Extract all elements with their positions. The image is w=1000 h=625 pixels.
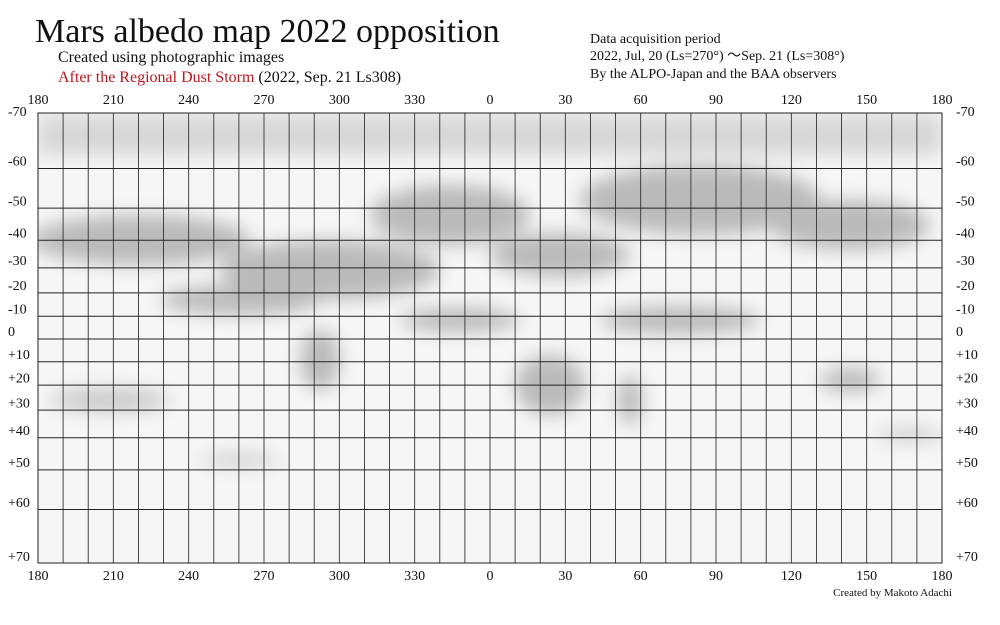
longitude-label-top: 150 (856, 93, 877, 108)
longitude-label-top: 300 (329, 93, 350, 108)
latitude-label-left: +70 (8, 550, 30, 565)
longitude-label-bottom: 0 (487, 569, 494, 584)
latitude-label-left: -40 (8, 226, 27, 241)
latitude-label-right: +30 (956, 396, 978, 411)
map-border (37, 112, 943, 564)
title: Mars albedo map 2022 opposition (35, 13, 500, 50)
latitude-label-right: -50 (956, 194, 975, 209)
credit: Created by Makoto Adachi (833, 587, 952, 599)
longitude-label-top: 270 (254, 93, 275, 108)
latitude-label-left: +50 (8, 456, 30, 471)
longitude-label-bottom: 30 (558, 569, 572, 584)
longitude-label-bottom: 90 (709, 569, 723, 584)
longitude-label-bottom: 180 (28, 569, 49, 584)
longitude-label-bottom: 120 (781, 569, 802, 584)
longitude-label-bottom: 210 (103, 569, 124, 584)
latitude-label-right: -40 (956, 226, 975, 241)
latitude-label-left: +30 (8, 396, 30, 411)
longitude-label-bottom: 150 (856, 569, 877, 584)
latitude-label-left: -50 (8, 194, 27, 209)
longitude-label-top: 120 (781, 93, 802, 108)
longitude-label-bottom: 240 (178, 569, 199, 584)
latitude-label-right: -70 (956, 105, 975, 120)
longitude-label-bottom: 270 (254, 569, 275, 584)
latitude-label-left: +20 (8, 371, 30, 386)
latitude-label-right: 0 (956, 325, 963, 340)
longitude-label-top: 240 (178, 93, 199, 108)
latitude-label-left: -30 (8, 254, 27, 269)
longitude-label-top: 90 (709, 93, 723, 108)
subtitle: Created using photographic images (58, 49, 284, 66)
storm-date: (2022, Sep. 21 Ls308) (258, 69, 401, 86)
longitude-label-bottom: 300 (329, 569, 350, 584)
latitude-label-right: -20 (956, 279, 975, 294)
storm-note: After the Regional Dust Storm (58, 69, 255, 86)
latitude-label-left: -70 (8, 105, 27, 120)
latitude-label-right: +20 (956, 371, 978, 386)
latitude-label-right: -10 (956, 303, 975, 318)
latitude-label-left: +40 (8, 424, 30, 439)
longitude-label-top: 330 (404, 93, 425, 108)
grid (38, 113, 942, 563)
map-image (38, 113, 942, 563)
longitude-label-top: 180 (28, 93, 49, 108)
latitude-label-right: +60 (956, 496, 978, 511)
longitude-label-top: 210 (103, 93, 124, 108)
latitude-label-left: +60 (8, 496, 30, 511)
latitude-label-left: +10 (8, 348, 30, 363)
longitude-label-bottom: 330 (404, 569, 425, 584)
latitude-label-right: -30 (956, 254, 975, 269)
longitude-label-bottom: 60 (634, 569, 648, 584)
latitude-label-left: -20 (8, 279, 27, 294)
latitude-label-right: +10 (956, 348, 978, 363)
latitude-label-right: +40 (956, 424, 978, 439)
period-range: 2022, Jul, 20 (Ls=270°) ～Sep. 21 (Ls=308… (590, 49, 845, 64)
latitude-label-right: +70 (956, 550, 978, 565)
latitude-label-left: -60 (8, 155, 27, 170)
latitude-label-right: +50 (956, 456, 978, 471)
longitude-label-top: 0 (487, 93, 494, 108)
longitude-label-top: 60 (634, 93, 648, 108)
longitude-label-top: 180 (932, 93, 953, 108)
longitude-label-top: 30 (558, 93, 572, 108)
period-heading: Data acquisition period (590, 32, 721, 47)
period-observers: By the ALPO-Japan and the BAA observers (590, 67, 837, 82)
latitude-label-right: -60 (956, 155, 975, 170)
latitude-label-left: 0 (8, 325, 15, 340)
latitude-label-left: -10 (8, 303, 27, 318)
longitude-label-bottom: 180 (932, 569, 953, 584)
storm-line: After the Regional Dust Storm (2022, Sep… (58, 69, 401, 86)
